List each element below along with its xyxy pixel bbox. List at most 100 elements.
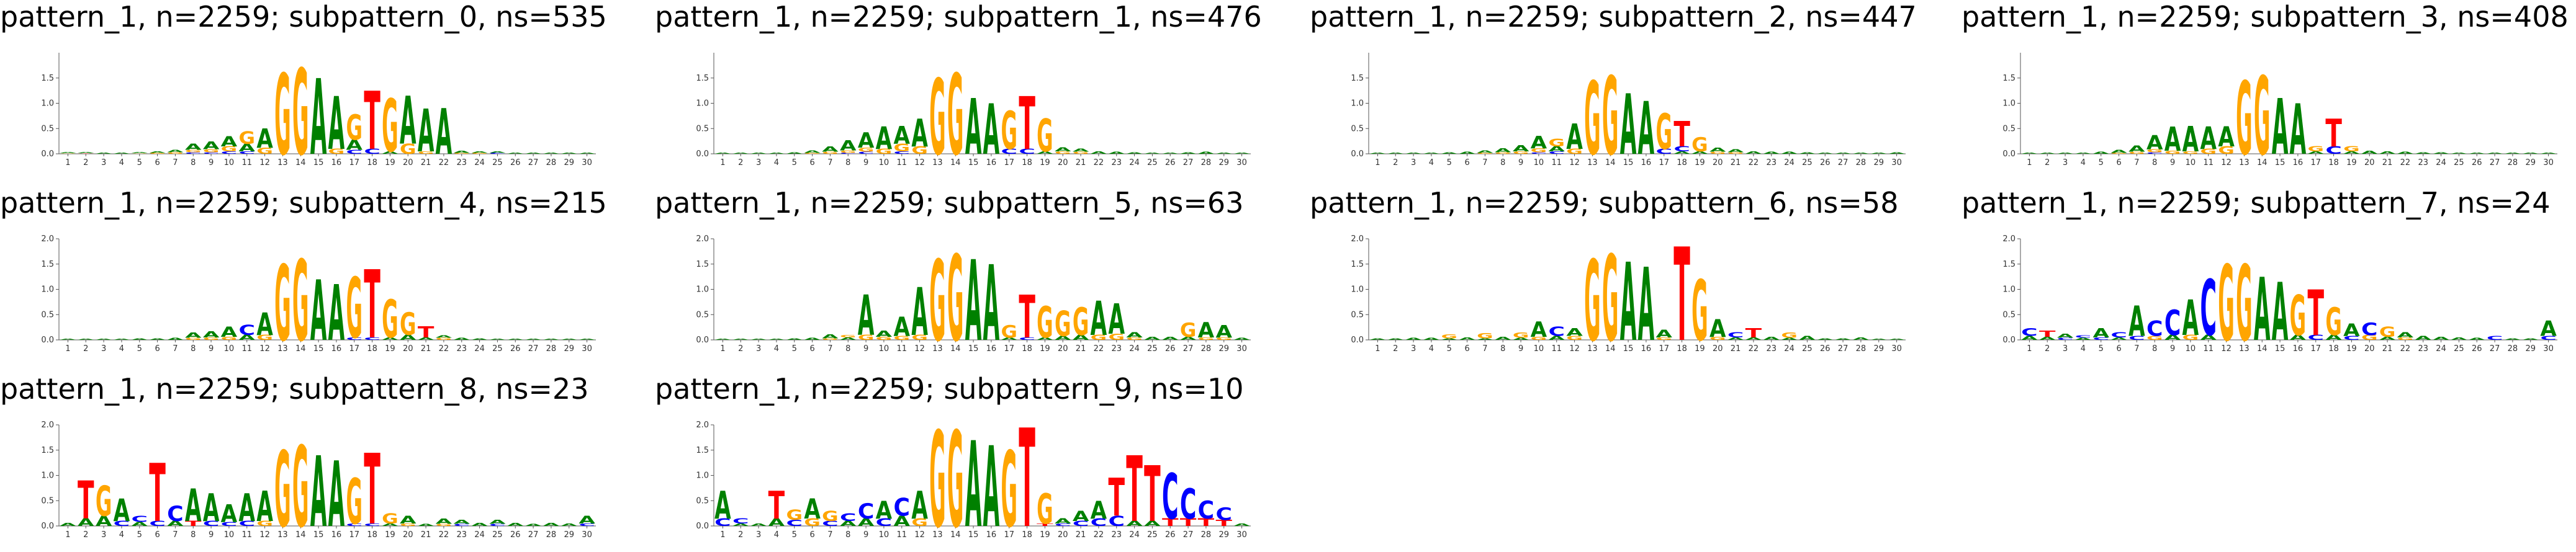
logo-letter-G: G xyxy=(1126,337,1143,341)
y-tick-label: 0.5 xyxy=(696,496,709,505)
logo-letter-A: A xyxy=(1673,151,1690,155)
logo-letter-A: A xyxy=(1835,153,1852,154)
x-tick-label: 17 xyxy=(1004,530,1014,540)
x-tick-label: 15 xyxy=(1623,158,1634,167)
logo-letter-A: A xyxy=(525,339,542,341)
logo-letter-A: A xyxy=(167,149,184,153)
logo-letter-A: A xyxy=(965,417,982,552)
logo-letter-A: A xyxy=(1144,520,1161,528)
logo-letter-C: C xyxy=(185,152,202,154)
x-tick-label: 6 xyxy=(809,344,814,354)
x-tick-label: 20 xyxy=(1058,344,1068,354)
y-tick-label: 1.0 xyxy=(41,471,54,481)
logo-letter-C: C xyxy=(114,520,130,528)
x-tick-label: 30 xyxy=(582,530,592,540)
x-tick-label: 1 xyxy=(720,158,725,167)
y-tick-label: 0.0 xyxy=(41,522,54,531)
logo-letter-C: C xyxy=(1215,504,1232,524)
x-tick-label: 4 xyxy=(119,344,124,354)
x-tick-label: 8 xyxy=(191,530,196,540)
y-tick-label: 1.0 xyxy=(696,99,709,109)
logo-letter-A: A xyxy=(525,153,542,154)
logo-letter-G: G xyxy=(400,141,417,158)
logo-letter-A: A xyxy=(418,523,435,527)
x-tick-label: 6 xyxy=(2116,344,2121,354)
logo-letter-C: C xyxy=(346,337,363,341)
logo-letter-C: C xyxy=(203,520,220,528)
logo-letter-A: A xyxy=(911,111,928,156)
logo-letter-C: C xyxy=(2200,265,2217,354)
x-tick-label: 21 xyxy=(1731,344,1741,354)
x-tick-label: 2 xyxy=(738,158,743,167)
logo-letter-G: G xyxy=(929,238,946,367)
logo-letter-G: G xyxy=(911,516,928,528)
logo-letter-A: A xyxy=(804,493,821,525)
x-tick-label: 24 xyxy=(1784,344,1795,354)
logo-letter-A: A xyxy=(1888,152,1905,154)
logo-letter-T: T xyxy=(2307,277,2324,350)
x-tick-label: 27 xyxy=(528,344,539,354)
logo-letter-A: A xyxy=(543,153,560,154)
logo-letter-C: C xyxy=(2110,331,2127,339)
x-tick-label: 12 xyxy=(2221,344,2231,354)
logo-letter-C: C xyxy=(131,514,148,524)
x-tick-label: 12 xyxy=(1569,344,1580,354)
logo-letter-A: A xyxy=(238,141,255,154)
x-tick-label: 10 xyxy=(224,530,235,540)
logo-letter-A: A xyxy=(1073,509,1089,525)
logo-letter-A: A xyxy=(543,522,560,527)
y-tick-label: 1.5 xyxy=(1351,260,1364,269)
x-tick-label: 5 xyxy=(1447,344,1452,354)
y-tick-label: 0.0 xyxy=(696,149,709,159)
logo-letter-A: A xyxy=(2415,335,2431,341)
logo-letter-A: A xyxy=(60,522,76,527)
x-tick-label: 5 xyxy=(2099,158,2104,167)
logo-letter-A: A xyxy=(1745,337,1762,341)
x-tick-label: 29 xyxy=(564,530,574,540)
logo-letter-G: G xyxy=(2110,153,2127,154)
y-tick-label: 2.0 xyxy=(41,421,54,430)
logo-letter-A: A xyxy=(543,339,560,341)
logo-letter-C: C xyxy=(2146,152,2163,154)
x-tick-label: 23 xyxy=(456,344,467,354)
y-tick-label: 1.0 xyxy=(2002,285,2015,295)
y-tick-label: 2.0 xyxy=(41,234,54,244)
logo-letter-G: G xyxy=(876,336,893,341)
logo-letter-T: T xyxy=(2039,329,2056,339)
logo-letter-A: A xyxy=(768,339,785,341)
logo-letter-G: G xyxy=(292,238,309,367)
x-tick-label: 12 xyxy=(259,344,270,354)
logo-letter-A: A xyxy=(750,523,767,527)
logo-letter-A: A xyxy=(114,492,130,528)
y-tick-label: 1.5 xyxy=(696,74,709,83)
x-tick-label: 26 xyxy=(510,344,521,354)
logo-letter-G: G xyxy=(1001,430,1017,551)
logo-letter-A: A xyxy=(1781,337,1798,341)
logo-letter-A: A xyxy=(1233,153,1250,154)
logo-letter-A: A xyxy=(418,337,435,341)
logo-letter-A: A xyxy=(965,84,982,172)
chart-title: pattern_1, n=2259; subpattern_6, ns=58 xyxy=(1310,186,1899,220)
logo-panel-subpattern-0: pattern_1, n=2259; subpattern_0, ns=535 … xyxy=(0,0,615,182)
x-tick-label: 14 xyxy=(950,158,961,167)
x-tick-label: 9 xyxy=(863,530,868,540)
x-tick-label: 16 xyxy=(1641,158,1652,167)
x-tick-label: 30 xyxy=(1236,530,1247,540)
logo-letter-A: A xyxy=(167,337,184,341)
logo-panel-subpattern-9: pattern_1, n=2259; subpattern_9, ns=10 0… xyxy=(655,372,1269,552)
logo-letter-A: A xyxy=(2092,151,2109,154)
x-tick-label: 22 xyxy=(439,158,449,167)
logo-letter-A: A xyxy=(185,331,202,339)
logo-letter-A: A xyxy=(1055,146,1071,153)
logo-letter-A: A xyxy=(400,334,417,342)
logo-letter-A: A xyxy=(1620,76,1637,173)
x-tick-label: 5 xyxy=(792,530,797,540)
x-tick-label: 29 xyxy=(1873,158,1884,167)
logo-letter-G: G xyxy=(1215,337,1232,341)
x-tick-label: 8 xyxy=(2152,344,2157,354)
x-tick-label: 9 xyxy=(863,344,868,354)
x-tick-label: 18 xyxy=(2328,344,2339,354)
x-tick-label: 28 xyxy=(546,530,557,540)
logo-letter-A: A xyxy=(1387,338,1404,341)
x-tick-label: 1 xyxy=(65,158,70,167)
